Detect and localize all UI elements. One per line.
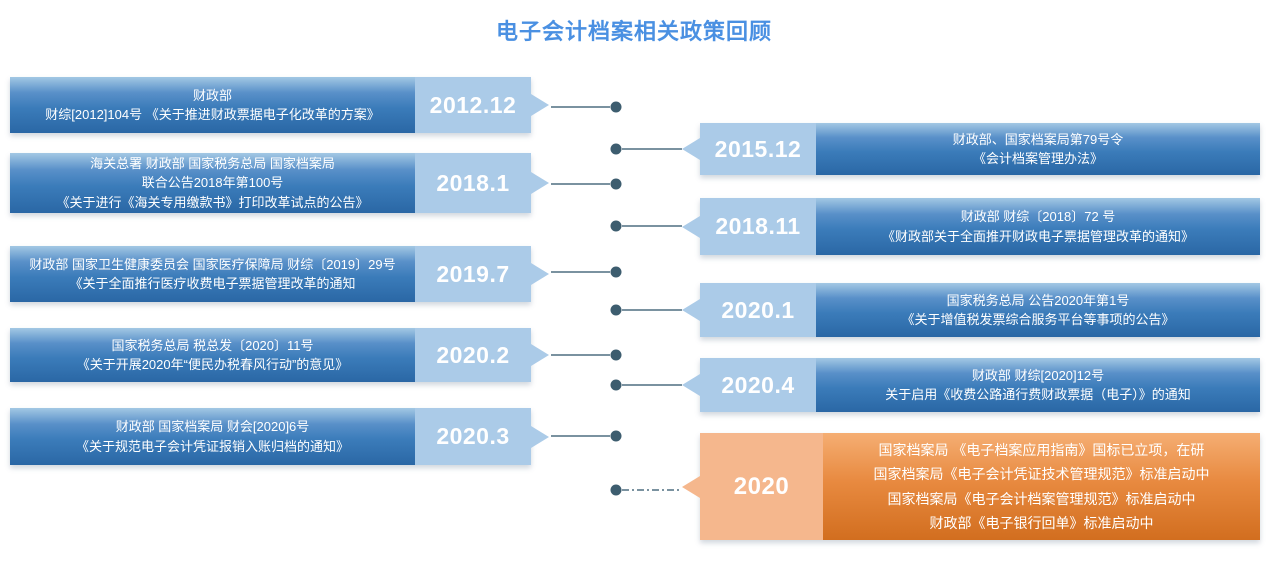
timeline-item-left-2020-2: 国家税务总局 税总发〔2020〕11号 《关于开展2020年“便民办税春风行动”… [10, 328, 531, 382]
connector-dot [610, 430, 622, 442]
date-badge: 2012.12 [415, 77, 531, 133]
connector-dot [610, 178, 622, 190]
connector-dot [610, 101, 622, 113]
timeline-item-right-2020-1: 2020.1 国家税务总局 公告2020年第1号 《关于增值税发票综合服务平台等… [700, 283, 1260, 337]
policy-text: 国家税务总局 公告2020年第1号 《关于增值税发票综合服务平台等事项的公告》 [816, 283, 1260, 337]
date-badge: 2020 [700, 433, 823, 540]
policy-text: 海关总署 财政部 国家税务总局 国家档案局 联合公告2018年第100号 《关于… [10, 153, 415, 213]
policy-text: 财政部 财综[2020]12号 关于启用《收费公路通行费财政票据（电子）》的通知 [816, 358, 1260, 412]
date-badge: 2018.1 [415, 153, 531, 213]
timeline-item-left-2019-7: 财政部 国家卫生健康委员会 国家医疗保障局 财综〔2019〕29号 《关于全面推… [10, 246, 531, 302]
date-badge: 2015.12 [700, 123, 816, 175]
policy-text: 财政部 国家档案局 财会[2020]6号 《关于规范电子会计凭证报销入账归档的通… [10, 408, 415, 465]
policy-text: 国家税务总局 税总发〔2020〕11号 《关于开展2020年“便民办税春风行动”… [10, 328, 415, 382]
connector-dot [610, 220, 622, 232]
connector-dot [610, 484, 622, 496]
timeline-item-right-2020: 2020 国家档案局 《电子档案应用指南》国标已立项，在研 国家档案局《电子会计… [700, 433, 1260, 540]
page-title: 电子会计档案相关政策回顾 [495, 19, 772, 44]
date-badge: 2020.1 [700, 283, 816, 337]
policy-text: 财政部 国家卫生健康委员会 国家医疗保障局 财综〔2019〕29号 《关于全面推… [10, 246, 415, 302]
date-badge: 2020.4 [700, 358, 816, 412]
policy-text: 财政部 财综〔2018〕72 号 《财政部关于全面推开财政电子票据管理改革的通知… [816, 198, 1260, 255]
policy-text: 财政部、国家档案局第79号令 《会计档案管理办法》 [816, 123, 1260, 175]
policy-text: 国家档案局 《电子档案应用指南》国标已立项，在研 国家档案局《电子会计凭证技术管… [823, 433, 1260, 540]
timeline-item-left-2018-1: 海关总署 财政部 国家税务总局 国家档案局 联合公告2018年第100号 《关于… [10, 153, 531, 213]
connector-dot [610, 266, 622, 278]
date-badge: 2019.7 [415, 246, 531, 302]
connector-dot [610, 379, 622, 391]
connector-dot [610, 349, 622, 361]
connector-dot [610, 304, 622, 316]
date-badge: 2020.2 [415, 328, 531, 382]
date-badge: 2018.11 [700, 198, 816, 255]
connector-dot [610, 143, 622, 155]
timeline-item-right-2015-12: 2015.12 财政部、国家档案局第79号令 《会计档案管理办法》 [700, 123, 1260, 175]
timeline-item-right-2018-11: 2018.11 财政部 财综〔2018〕72 号 《财政部关于全面推开财政电子票… [700, 198, 1260, 255]
date-badge: 2020.3 [415, 408, 531, 465]
timeline-item-right-2020-4: 2020.4 财政部 财综[2020]12号 关于启用《收费公路通行费财政票据（… [700, 358, 1260, 412]
policy-text: 财政部 财综[2012]104号 《关于推进财政票据电子化改革的方案》 [10, 77, 415, 133]
timeline-item-left-2020-3: 财政部 国家档案局 财会[2020]6号 《关于规范电子会计凭证报销入账归档的通… [10, 408, 531, 465]
timeline-item-left-2012-12: 财政部 财综[2012]104号 《关于推进财政票据电子化改革的方案》 2012… [10, 77, 531, 133]
